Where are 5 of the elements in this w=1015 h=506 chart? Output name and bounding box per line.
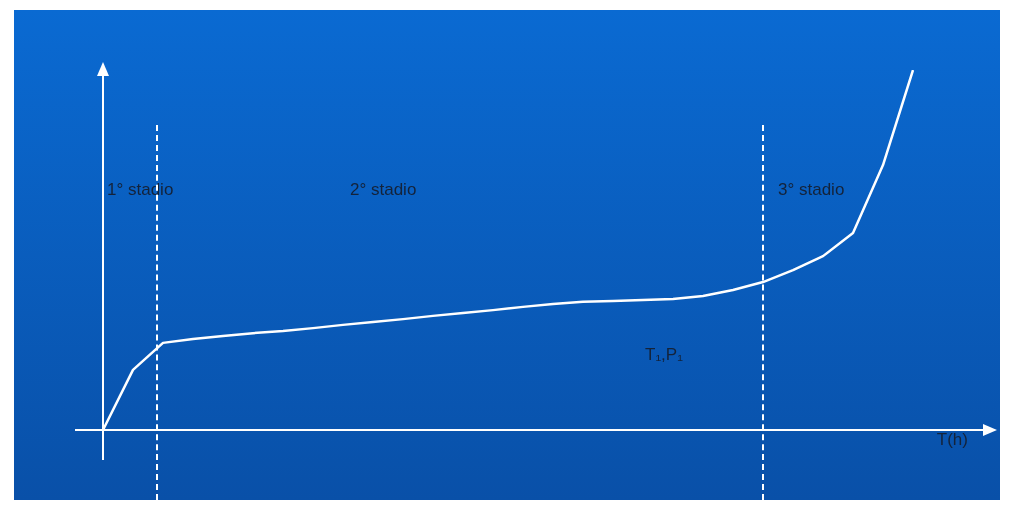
x-axis-title: T(h) bbox=[936, 429, 968, 449]
annotation: 3° stadio bbox=[778, 179, 845, 199]
annotation: T₁,P₁ bbox=[645, 344, 684, 364]
annotation: 1° stadio bbox=[107, 179, 174, 199]
annotation: 2° stadio bbox=[350, 179, 417, 199]
